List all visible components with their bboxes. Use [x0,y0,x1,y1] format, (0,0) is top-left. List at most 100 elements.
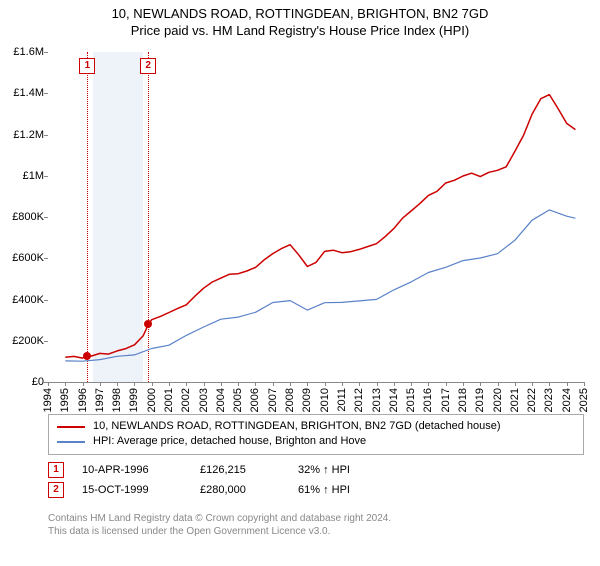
x-axis-label: 2006 [249,388,261,412]
x-tick [134,382,135,386]
transaction-row: 2 15-OCT-1999 £280,000 61% ↑ HPI [48,482,584,498]
transaction-date: 10-APR-1996 [82,464,182,476]
x-tick [152,382,153,386]
chart-area: £0£200K£400K£600K£800K£1M£1.2M£1.4M£1.6M… [48,52,584,382]
x-tick [394,382,395,386]
x-tick [532,382,533,386]
transaction-marker-box: 2 [140,58,156,74]
x-tick [446,382,447,386]
x-tick [169,382,170,386]
x-tick [255,382,256,386]
transaction-marker: 1 [48,462,64,478]
transaction-price: £280,000 [200,484,280,496]
x-axis-label: 2017 [440,388,452,412]
x-axis-label: 2014 [388,388,400,412]
y-tick [44,176,48,177]
y-tick [44,300,48,301]
x-axis-label: 2007 [267,388,279,412]
x-axis-label: 1998 [111,388,123,412]
x-tick [584,382,585,386]
legend: 10, NEWLANDS ROAD, ROTTINGDEAN, BRIGHTON… [48,414,584,455]
x-tick [48,382,49,386]
x-axis-label: 2001 [163,388,175,412]
x-axis-label: 2004 [215,388,227,412]
x-axis-label: 1995 [59,388,71,412]
x-tick [83,382,84,386]
transaction-hpi: 32% ↑ HPI [298,464,350,476]
legend-row: 10, NEWLANDS ROAD, ROTTINGDEAN, BRIGHTON… [57,419,575,434]
y-axis-label: £1.4M [13,87,44,99]
x-tick [549,382,550,386]
x-axis-label: 1996 [77,388,89,412]
credits-line-1: Contains HM Land Registry data © Crown c… [48,512,584,525]
transaction-marker: 2 [48,482,64,498]
transaction-date: 15-OCT-1999 [82,484,182,496]
x-axis-label: 1999 [128,388,140,412]
x-tick [342,382,343,386]
x-axis-label: 2024 [561,388,573,412]
legend-label: 10, NEWLANDS ROAD, ROTTINGDEAN, BRIGHTON… [93,419,501,434]
x-axis-label: 2005 [232,388,244,412]
legend-label: HPI: Average price, detached house, Brig… [93,434,366,449]
transaction-marker-box: 1 [79,58,95,74]
x-tick [428,382,429,386]
x-tick [567,382,568,386]
x-tick [238,382,239,386]
x-tick [100,382,101,386]
x-axis-label: 2013 [371,388,383,412]
x-axis-label: 2010 [319,388,331,412]
legend-swatch [57,441,85,443]
x-axis-label: 1997 [94,388,106,412]
x-axis-label: 2015 [405,388,417,412]
x-axis-label: 2008 [284,388,296,412]
x-axis-label: 2022 [526,388,538,412]
y-axis-label: £800K [12,211,44,223]
title-line-1: 10, NEWLANDS ROAD, ROTTINGDEAN, BRIGHTON… [0,6,600,23]
x-tick [411,382,412,386]
y-tick [44,93,48,94]
y-axis-label: £600K [12,252,44,264]
y-tick [44,135,48,136]
legend-row: HPI: Average price, detached house, Brig… [57,434,575,449]
plot-region: £0£200K£400K£600K£800K£1M£1.2M£1.4M£1.6M… [48,52,584,383]
transaction-hpi: 61% ↑ HPI [298,484,350,496]
x-axis-label: 2002 [180,388,192,412]
x-tick [186,382,187,386]
x-axis-label: 1994 [42,388,54,412]
x-axis-label: 2000 [146,388,158,412]
y-axis-label: £400K [12,294,44,306]
y-axis-label: £1M [23,170,44,182]
transaction-row: 1 10-APR-1996 £126,215 32% ↑ HPI [48,462,584,478]
x-tick [65,382,66,386]
x-tick [307,382,308,386]
y-tick [44,217,48,218]
x-tick [515,382,516,386]
series-line [65,210,575,361]
y-tick [44,341,48,342]
credits: Contains HM Land Registry data © Crown c… [48,512,584,538]
y-axis-label: £1.2M [13,129,44,141]
x-tick [290,382,291,386]
x-axis-label: 2011 [336,388,348,412]
x-axis-label: 2023 [543,388,555,412]
x-axis-label: 2025 [578,388,590,412]
sale-point-marker [144,320,152,328]
x-tick [221,382,222,386]
y-tick [44,52,48,53]
series-line [65,95,575,359]
legend-swatch [57,426,85,428]
x-axis-label: 2016 [422,388,434,412]
x-tick [480,382,481,386]
y-axis-label: £0 [32,376,44,388]
transactions-table: 1 10-APR-1996 £126,215 32% ↑ HPI 2 15-OCT-199… [48,458,584,502]
x-axis-label: 2020 [492,388,504,412]
x-axis-label: 2018 [457,388,469,412]
transaction-price: £126,215 [200,464,280,476]
x-tick [325,382,326,386]
x-axis-label: 2019 [474,388,486,412]
y-axis-label: £200K [12,335,44,347]
x-axis-label: 2003 [198,388,210,412]
x-tick [204,382,205,386]
x-axis-label: 2012 [353,388,365,412]
y-tick [44,258,48,259]
